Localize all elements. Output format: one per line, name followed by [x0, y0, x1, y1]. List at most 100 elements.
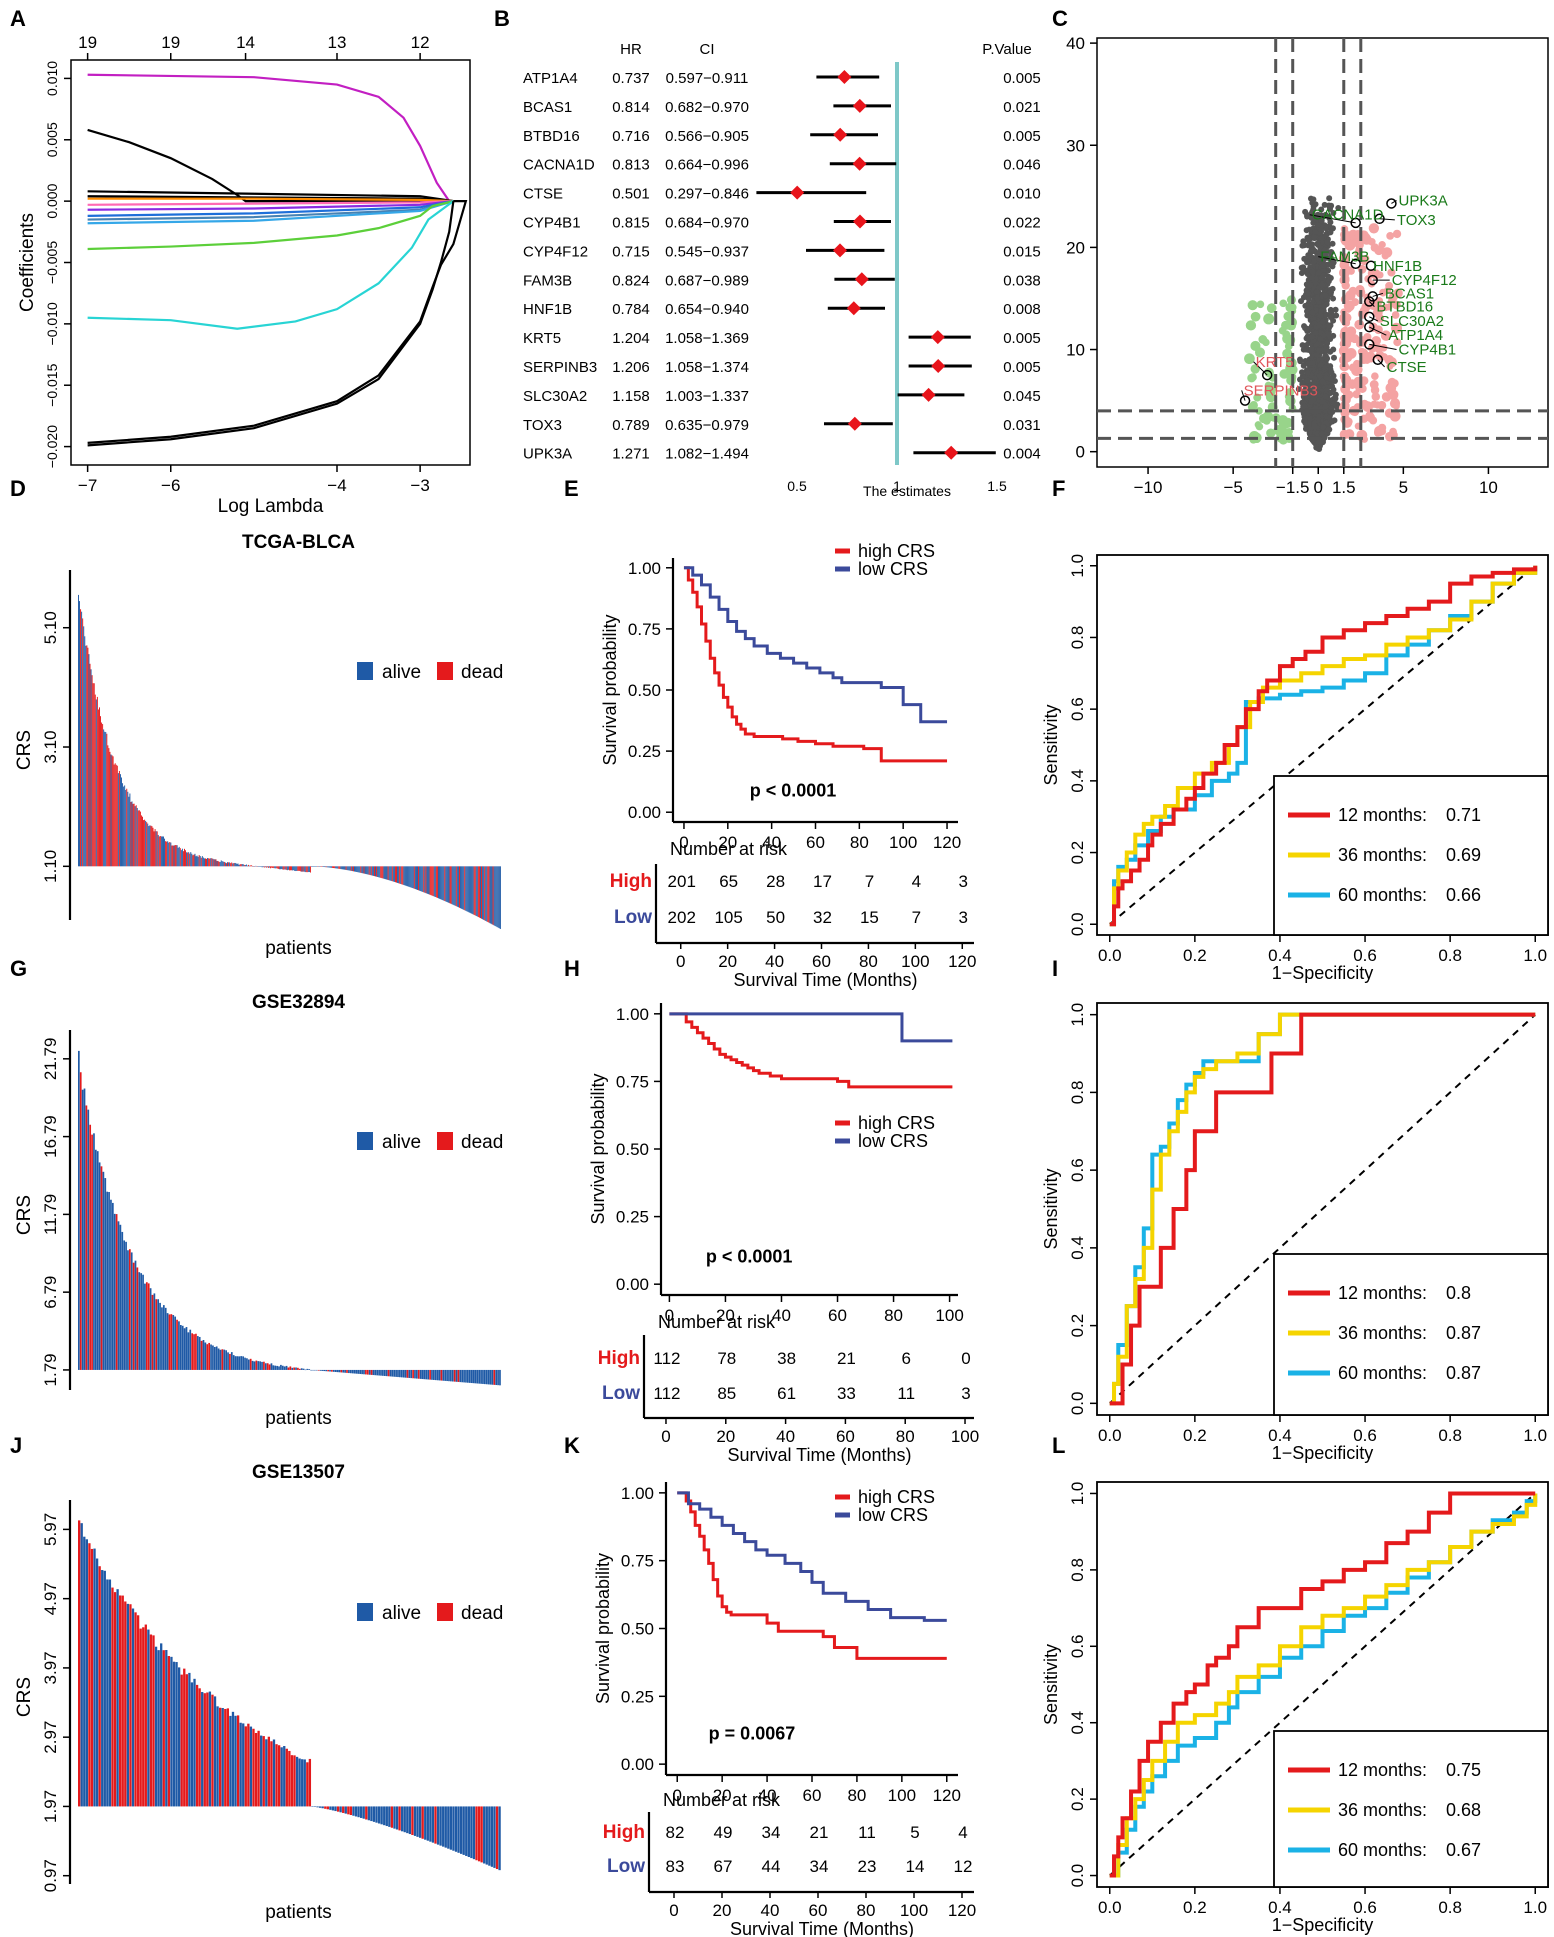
risk-bar	[223, 1349, 226, 1370]
gene-label-fam3b: FAM3B	[1320, 249, 1369, 266]
x-axis-title: patients	[265, 1902, 332, 1923]
risk-bar	[236, 1356, 239, 1370]
risk-bar	[341, 866, 343, 870]
risk-bar	[337, 866, 339, 869]
risk-bar	[340, 866, 342, 870]
ns-point	[1309, 268, 1316, 275]
x-tick-label: 40	[758, 1786, 777, 1805]
hr-diamond-fam3b	[854, 272, 869, 287]
down-point	[1263, 313, 1275, 325]
risk-count: 21	[810, 1823, 829, 1842]
risk-bar	[377, 866, 379, 877]
risk-bar	[246, 865, 248, 867]
risk-bar	[477, 1806, 481, 1862]
ns-point	[1320, 262, 1327, 269]
risk-bar	[388, 1806, 391, 1827]
legend-label: 12 months:	[1338, 1283, 1427, 1303]
risk-bar	[467, 1806, 470, 1858]
risk-bar	[260, 866, 262, 867]
risk-bar	[466, 866, 468, 912]
risk-count: 82	[666, 1823, 685, 1842]
risk-bar	[465, 866, 467, 911]
risk-bar	[213, 859, 215, 867]
risk-bar	[229, 1353, 231, 1370]
risk-bar	[136, 1615, 140, 1807]
risk-row-label-high: High	[603, 1822, 645, 1843]
risk-bar	[196, 855, 198, 867]
risk-bar	[100, 716, 101, 867]
gene-label-cacna1d: CACNA1D	[523, 157, 595, 174]
risk-bar	[408, 866, 410, 887]
x-tick-label: −5	[1223, 478, 1242, 497]
risk-bar	[78, 1050, 80, 1370]
risk-bar	[375, 866, 376, 877]
risk-bar	[313, 866, 315, 867]
risk-bar	[443, 866, 445, 901]
risk-bar	[339, 1806, 342, 1813]
risk-bar	[476, 866, 478, 917]
risk-bar	[365, 866, 367, 875]
up-point	[1347, 267, 1355, 275]
risk-bar	[311, 1806, 314, 1807]
legend-label-high: high CRS	[858, 1113, 935, 1133]
gene-label-krt5: KRT5	[523, 330, 561, 347]
risk-bar	[493, 866, 495, 926]
risk-bar	[253, 1361, 256, 1370]
risk-bar	[431, 1806, 435, 1843]
risk-bar	[80, 1523, 83, 1807]
risk-row-label-low: Low	[602, 1383, 640, 1404]
up-point	[1385, 303, 1393, 311]
risk-bar	[498, 866, 500, 929]
p-value: 0.005	[1003, 330, 1041, 347]
risk-bar	[241, 864, 243, 867]
hr-value: 0.716	[612, 128, 650, 145]
up-point	[1365, 411, 1374, 420]
risk-bar	[321, 866, 323, 867]
ci-value: 0.297−0.846	[665, 186, 749, 203]
down-point	[1284, 392, 1292, 401]
risk-bar	[171, 845, 173, 867]
legend-label-high: high CRS	[858, 1487, 935, 1507]
risk-bar	[133, 803, 135, 867]
risk-bar	[213, 1696, 217, 1807]
risk-bar	[425, 866, 427, 894]
risk-bar	[266, 1363, 269, 1370]
ns-point	[1307, 281, 1314, 288]
hr-value: 1.206	[612, 359, 650, 376]
x-tick-label: 0.6	[1353, 1426, 1377, 1445]
risk-bar	[336, 1806, 340, 1812]
top-tick-label: 19	[161, 33, 180, 52]
risk-bar	[198, 1336, 201, 1370]
risk-bar	[317, 866, 319, 867]
risk-bar	[301, 866, 303, 872]
risk-bar	[492, 866, 494, 925]
risk-bar	[424, 1806, 427, 1840]
x-tick-label: 60	[836, 1427, 855, 1446]
x-tick-label: −3	[410, 476, 429, 495]
down-point	[1282, 333, 1293, 344]
legend-auc: 0.68	[1446, 1800, 1481, 1820]
x-tick-label: 100	[901, 952, 929, 971]
risk-bar	[360, 1806, 363, 1818]
risk-bar	[439, 866, 441, 899]
risk-count: 3	[959, 872, 968, 891]
risk-bar	[480, 866, 481, 919]
risk-bar	[204, 1342, 207, 1370]
risk-bar	[269, 866, 270, 868]
risk-count: 49	[714, 1823, 733, 1842]
risk-bar	[86, 645, 88, 867]
up-point	[1344, 429, 1355, 439]
risk-bar	[398, 866, 400, 884]
ns-point	[1309, 333, 1316, 340]
gene-label-tox3: TOX3	[1397, 212, 1436, 229]
legend-auc: 0.67	[1446, 1840, 1481, 1860]
legend-label-dead: dead	[461, 1132, 503, 1153]
risk-bar	[292, 866, 294, 871]
y-tick-label: 1.00	[616, 1005, 649, 1024]
ns-point	[1315, 438, 1322, 445]
ns-point	[1308, 398, 1315, 405]
coef-path-green	[87, 200, 454, 251]
risk-count: 61	[777, 1384, 796, 1403]
risk-bar	[400, 866, 402, 884]
ns-point	[1317, 312, 1324, 319]
